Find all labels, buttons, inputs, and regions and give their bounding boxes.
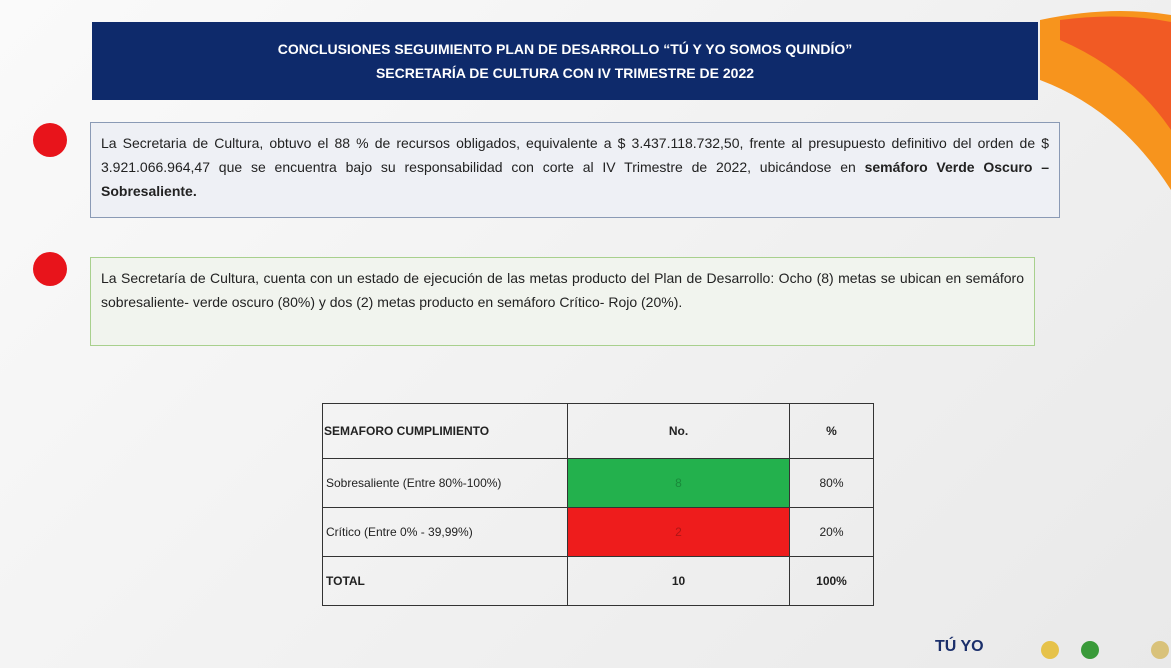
cell: 80% bbox=[789, 458, 874, 508]
cell: Crítico (Entre 0% - 39,99%) bbox=[322, 507, 568, 557]
text: La Secretaría de Cultura, cuenta con un … bbox=[101, 270, 1024, 310]
cell: Sobresaliente (Entre 80%-100%) bbox=[322, 458, 568, 508]
text-bold: semáforo Verde Oscuro – Sobresaliente. bbox=[101, 159, 1049, 199]
cell: TOTAL bbox=[322, 556, 568, 606]
logo-seal bbox=[1151, 641, 1169, 659]
title: CONCLUSIONES SEGUIMIENTO PLAN DE DESARRO… bbox=[277, 41, 853, 57]
paragraph-box: La Secretaria de Cultura, obtuvo el 88 %… bbox=[90, 122, 1060, 218]
bullet bbox=[33, 123, 67, 157]
header-row: SEMAFORO CUMPLIMIENTO No. % bbox=[322, 403, 874, 459]
row: Sobresaliente (Entre 80%-100%) 8 80% bbox=[322, 458, 874, 508]
text: La Secretaria de Cultura, obtuvo el 88 %… bbox=[101, 135, 1049, 175]
paragraph-box: La Secretaría de Cultura, cuenta con un … bbox=[90, 257, 1035, 346]
table: SEMAFORO CUMPLIMIENTO No. % Sobresalient… bbox=[322, 403, 874, 606]
logo-seal bbox=[1041, 641, 1059, 659]
cell: 8 bbox=[567, 458, 790, 508]
header-cell: SEMAFORO CUMPLIMIENTO bbox=[322, 403, 568, 459]
row: Crítico (Entre 0% - 39,99%) 2 20% bbox=[322, 507, 874, 557]
header: CONCLUSIONES SEGUIMIENTO PLAN DE DESARRO… bbox=[92, 22, 1038, 100]
header-cell: No. bbox=[567, 403, 790, 459]
row: TOTAL 10 100% bbox=[322, 556, 874, 606]
logo-quindio bbox=[1081, 641, 1099, 659]
cell: 20% bbox=[789, 507, 874, 557]
cell: 2 bbox=[567, 507, 790, 557]
cell: 10 bbox=[567, 556, 790, 606]
cell: 100% bbox=[789, 556, 874, 606]
bullet bbox=[33, 252, 67, 286]
red-swoosh bbox=[1060, 16, 1171, 131]
subtitle: SECRETARÍA DE CULTURA CON IV TRIMESTRE D… bbox=[375, 65, 755, 81]
logo: TÚ YO bbox=[935, 638, 984, 655]
header-cell: % bbox=[789, 403, 874, 459]
